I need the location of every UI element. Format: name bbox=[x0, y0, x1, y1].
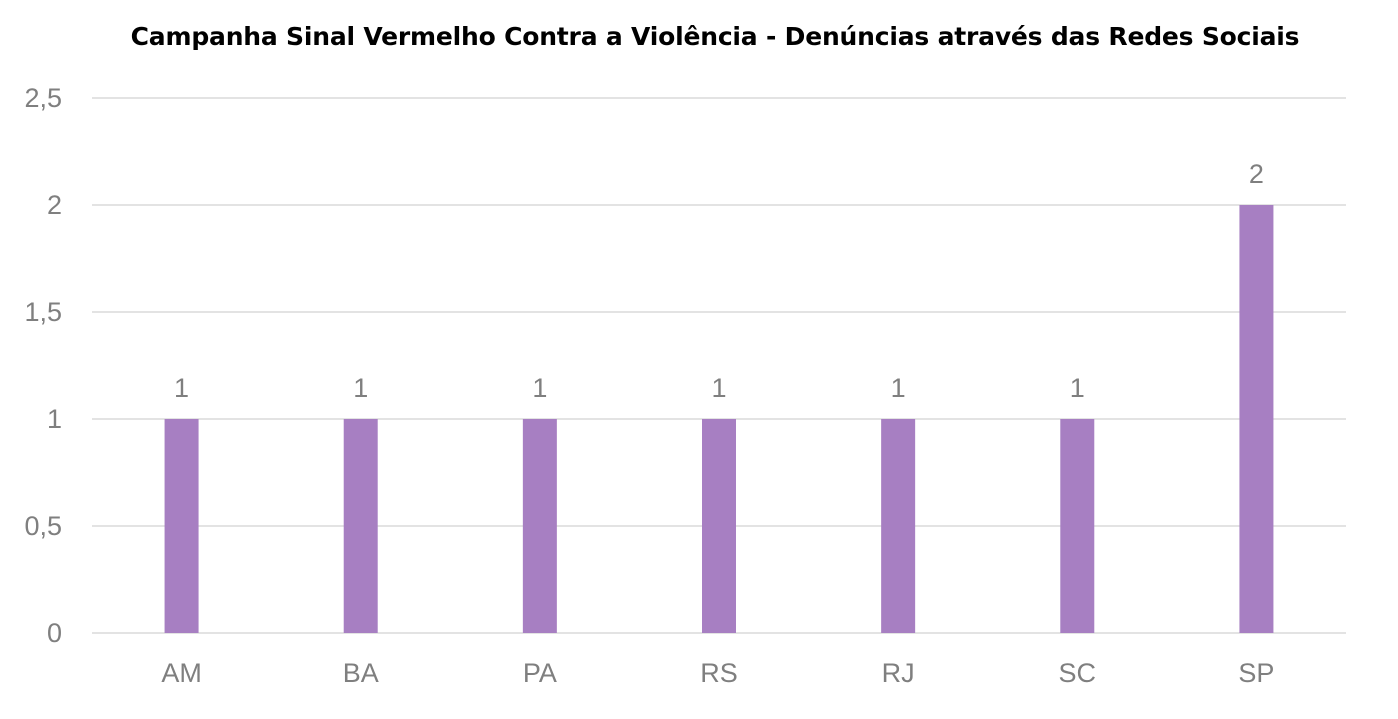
data-label-sc: 1 bbox=[1070, 373, 1085, 403]
x-axis-tick-labels: AM BA PA RS RJ SC SP bbox=[161, 658, 1274, 688]
y-tick-label: 1 bbox=[47, 404, 62, 434]
data-label-rs: 1 bbox=[711, 373, 726, 403]
x-tick-label-ba: BA bbox=[343, 658, 379, 688]
y-tick-label: 2,5 bbox=[24, 83, 62, 113]
data-label-pa: 1 bbox=[532, 373, 547, 403]
x-tick-label-rs: RS bbox=[700, 658, 738, 688]
y-tick-label: 0,5 bbox=[24, 511, 62, 541]
y-tick-label: 2 bbox=[47, 190, 62, 220]
x-tick-label-sp: SP bbox=[1238, 658, 1274, 688]
chart-title: Campanha Sinal Vermelho Contra a Violênc… bbox=[130, 22, 1300, 51]
data-labels: 1 1 1 1 1 1 2 bbox=[174, 159, 1264, 403]
bar-ba bbox=[343, 419, 378, 633]
bar-rs bbox=[702, 419, 736, 633]
bar-sp bbox=[1239, 205, 1274, 633]
bar-pa bbox=[522, 419, 557, 633]
data-label-sp: 2 bbox=[1249, 159, 1264, 189]
data-label-rj: 1 bbox=[891, 373, 906, 403]
bar-sc bbox=[1060, 419, 1095, 633]
y-axis-tick-labels: 0 0,5 1 1,5 2 2,5 bbox=[24, 83, 62, 648]
data-label-am: 1 bbox=[174, 373, 189, 403]
y-tick-label: 0 bbox=[47, 618, 62, 648]
x-tick-label-sc: SC bbox=[1059, 658, 1097, 688]
x-tick-label-am: AM bbox=[161, 658, 202, 688]
x-tick-label-rj: RJ bbox=[882, 658, 915, 688]
x-tick-label-pa: PA bbox=[523, 658, 557, 688]
y-tick-label: 1,5 bbox=[24, 297, 62, 327]
bars bbox=[164, 205, 1274, 633]
data-label-ba: 1 bbox=[353, 373, 368, 403]
bar-rj bbox=[881, 419, 916, 633]
bar-am bbox=[164, 419, 199, 633]
